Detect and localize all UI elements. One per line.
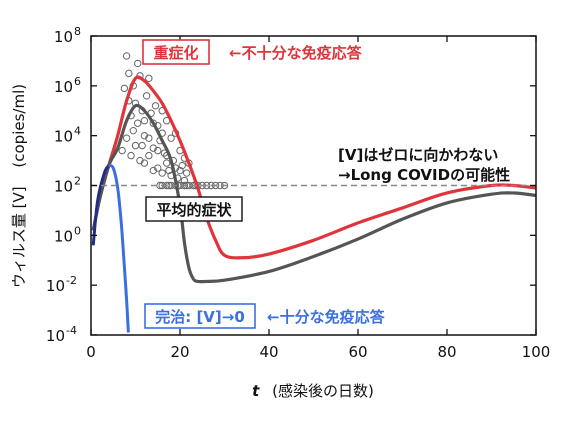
severe-label: 重症化	[153, 44, 198, 62]
scatter-point-49	[134, 59, 142, 68]
scatter-point-43	[154, 146, 162, 155]
scatter-point-54	[138, 141, 146, 150]
series-line-cured-fall	[108, 164, 130, 333]
y-tick-exponent-6: 6	[74, 75, 81, 88]
x-axis-text: (感染後の日数)	[272, 382, 374, 400]
severe-label-box	[142, 39, 210, 65]
scatter-point-42	[149, 166, 158, 175]
scatter-point-32	[136, 156, 144, 165]
scatter-point-50	[118, 146, 126, 155]
scatter-point-13	[149, 144, 158, 152]
y-axis-unit: (copies/ml)	[10, 84, 28, 168]
scatter-point-37	[158, 169, 166, 177]
y-tick-exponent-8: 8	[74, 25, 81, 38]
y-axis-title: ウィルス量 [V] (copies/ml)	[10, 84, 28, 288]
series-line-average	[91, 103, 537, 284]
y-tick-label-6: 10	[54, 78, 73, 96]
y-tick-exponent-2: 2	[74, 175, 81, 188]
x-axis-variable: t	[252, 382, 260, 400]
scatter-point-21	[167, 134, 175, 142]
scatter-point-26	[178, 161, 186, 170]
average-label: 平均的症状	[156, 201, 232, 219]
persist-note-line1: [V]はゼロに向かわない	[338, 146, 498, 164]
average-label-box	[145, 196, 243, 222]
persist-note-line2: →Long COVIDの可能性	[338, 166, 510, 184]
y-tick-label-0: 10	[54, 227, 73, 245]
scatter-point-48	[180, 176, 189, 185]
x-tick-label-80: 80	[437, 343, 456, 361]
y-tick-exponent--2: -2	[66, 274, 77, 287]
series-layer	[91, 75, 537, 333]
scatter-point-36	[154, 164, 162, 172]
cured-label-box	[144, 303, 256, 329]
scatter-point-51	[122, 134, 131, 142]
scatter-point-9	[140, 131, 149, 140]
scatter-point-10	[142, 92, 151, 100]
y-axis-text: ウィルス量 [V]	[10, 186, 28, 288]
y-tick-label-2: 10	[54, 178, 73, 196]
scatter-point-53	[129, 126, 137, 135]
scatter-point-6	[134, 119, 142, 127]
scatter-point-34	[145, 134, 153, 142]
scatter-point-31	[131, 141, 140, 150]
scatter-point-14	[151, 102, 160, 110]
scatter-point-28	[182, 169, 191, 177]
scatter-point-0	[120, 84, 129, 93]
scatter-point-40	[140, 117, 149, 125]
x-tick-label-100: 100	[522, 343, 551, 361]
y-tick-exponent--4: -4	[66, 324, 77, 337]
cured-label: 完治: [V]→0	[155, 308, 245, 326]
severe-note: ←不十分な免疫応答	[229, 44, 363, 62]
y-tick-exponent-4: 4	[74, 125, 81, 138]
x-tick-label-20: 20	[170, 343, 189, 361]
scatter-point-1	[122, 52, 131, 60]
y-tick-label-4: 10	[54, 128, 73, 146]
y-tick-exponent-0: 0	[74, 224, 81, 237]
series-line-cured-rise	[91, 164, 111, 246]
x-axis-title: t (感染後の日数)	[252, 382, 374, 400]
scatter-point-30	[127, 151, 135, 160]
y-tick-label--4: 10	[46, 327, 65, 345]
scatter-point-2	[125, 69, 133, 78]
y-tick-label--2: 10	[46, 277, 65, 295]
scatter-point-11	[145, 74, 153, 83]
series-line-severe	[91, 75, 537, 260]
scatter-point-33	[140, 159, 149, 167]
x-tick-label-60: 60	[348, 343, 367, 361]
scatter-point-41	[145, 151, 153, 160]
scatter-point-45	[162, 159, 171, 167]
scatter-point-47	[176, 166, 184, 175]
x-tick-label-0: 0	[86, 343, 96, 361]
x-tick-label-40: 40	[259, 343, 278, 361]
cured-note: ←十分な免疫応答	[267, 308, 386, 326]
y-tick-label-8: 10	[54, 28, 73, 46]
